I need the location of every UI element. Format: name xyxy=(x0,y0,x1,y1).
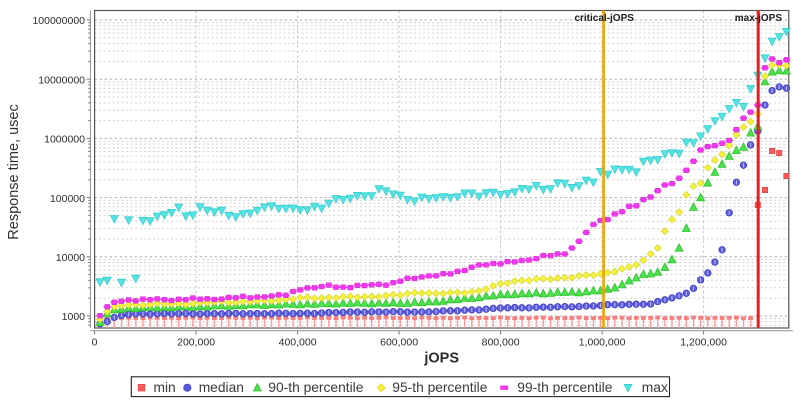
svg-text:100000000: 100000000 xyxy=(32,15,85,27)
svg-text:1000: 1000 xyxy=(62,311,86,323)
svg-text:critical-jOPS: critical-jOPS xyxy=(574,13,634,24)
svg-text:min: min xyxy=(154,380,176,395)
svg-text:median: median xyxy=(199,380,244,395)
svg-text:10000: 10000 xyxy=(56,252,85,264)
svg-text:90-th percentile: 90-th percentile xyxy=(268,380,363,395)
svg-text:95-th percentile: 95-th percentile xyxy=(392,380,487,395)
svg-text:jOPS: jOPS xyxy=(423,351,459,367)
svg-text:max: max xyxy=(642,380,668,395)
svg-text:max-jOPS: max-jOPS xyxy=(735,13,783,24)
svg-text:10000000: 10000000 xyxy=(38,74,85,86)
svg-text:600,000: 600,000 xyxy=(380,337,418,349)
svg-text:800,000: 800,000 xyxy=(482,337,520,349)
svg-text:400,000: 400,000 xyxy=(279,337,317,349)
svg-text:1000000: 1000000 xyxy=(44,134,85,146)
svg-text:99-th percentile: 99-th percentile xyxy=(517,380,612,395)
svg-text:100000: 100000 xyxy=(50,193,85,205)
svg-text:Response time, usec: Response time, usec xyxy=(6,104,22,239)
svg-text:1,000,000: 1,000,000 xyxy=(579,337,626,349)
svg-text:0: 0 xyxy=(92,337,98,349)
svg-text:1,200,000: 1,200,000 xyxy=(680,337,727,349)
svg-text:200,000: 200,000 xyxy=(177,337,215,349)
